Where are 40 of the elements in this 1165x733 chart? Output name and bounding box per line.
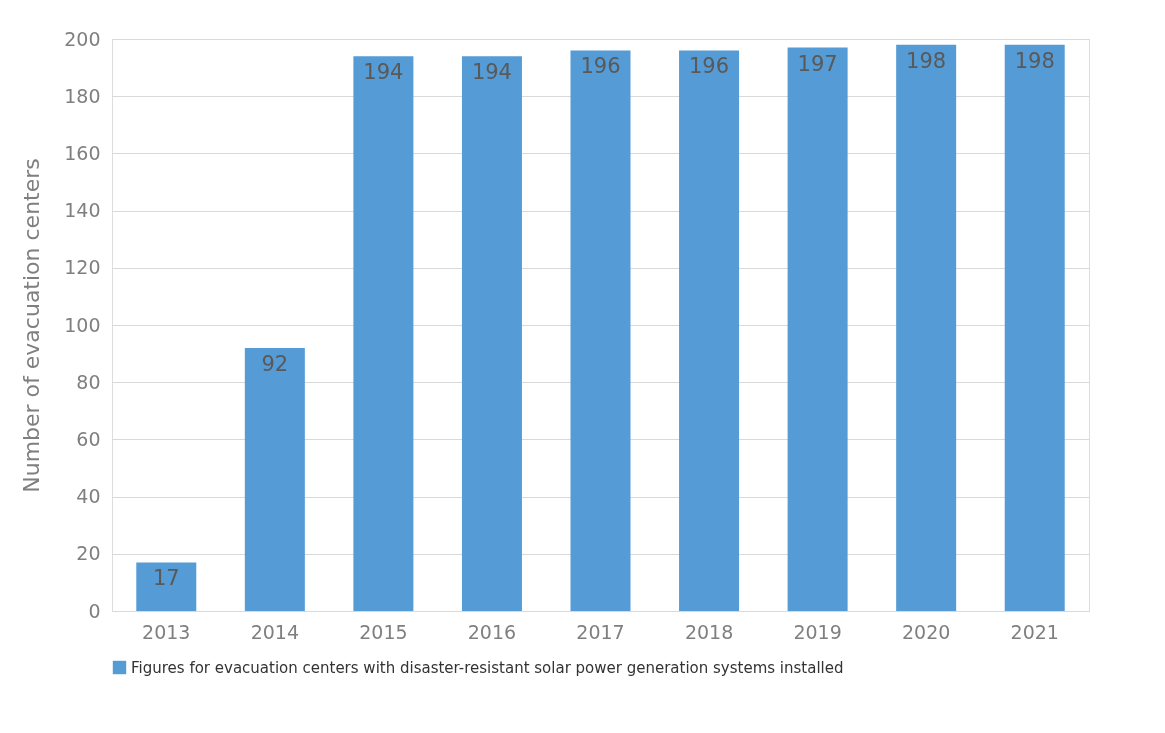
x-tick-label: 2021 — [1010, 620, 1059, 643]
x-tick-label: 2019 — [793, 620, 842, 643]
data-label: 196 — [689, 54, 730, 79]
bar — [679, 50, 740, 611]
data-label: 194 — [471, 60, 512, 85]
bar — [1004, 44, 1065, 611]
y-tick-label: 40 — [76, 485, 101, 508]
y-tick-label: 120 — [64, 256, 101, 279]
y-tick-label: 180 — [64, 84, 101, 107]
x-tick-label: 2015 — [359, 620, 408, 643]
y-tick-label: 140 — [64, 199, 101, 222]
bar — [461, 56, 522, 611]
data-label: 194 — [363, 60, 404, 85]
data-label: 196 — [580, 54, 621, 79]
bar — [136, 562, 197, 611]
data-label: 198 — [1014, 48, 1055, 73]
bar — [353, 56, 414, 611]
data-label: 92 — [261, 351, 289, 376]
y-tick-label: 0 — [88, 599, 101, 622]
y-axis-title: Number of evacuation centers — [19, 158, 45, 493]
y-tick-label: 20 — [76, 542, 101, 565]
x-tick-label: 2013 — [142, 620, 191, 643]
data-label: 197 — [797, 51, 838, 76]
x-tick-label: 2016 — [467, 620, 517, 643]
x-tick-label: 2017 — [576, 620, 625, 643]
legend-label: Figures for evacuation centers with disaster-resistant solar power generation systems installed — [131, 658, 844, 677]
y-tick-label: 200 — [64, 27, 101, 50]
y-tick-label: 160 — [64, 141, 101, 164]
bar — [787, 47, 848, 611]
x-tick-label: 2018 — [684, 620, 734, 643]
data-label: 198 — [906, 48, 947, 73]
x-tick-label: 2020 — [901, 620, 951, 643]
x-tick-label: 2014 — [250, 620, 300, 643]
y-tick-label: 60 — [76, 427, 101, 450]
data-label: 17 — [152, 566, 180, 591]
bar — [244, 347, 305, 611]
bar — [570, 50, 631, 611]
y-tick-label: 100 — [64, 313, 101, 336]
bar — [896, 44, 957, 611]
y-tick-label: 80 — [76, 370, 101, 393]
